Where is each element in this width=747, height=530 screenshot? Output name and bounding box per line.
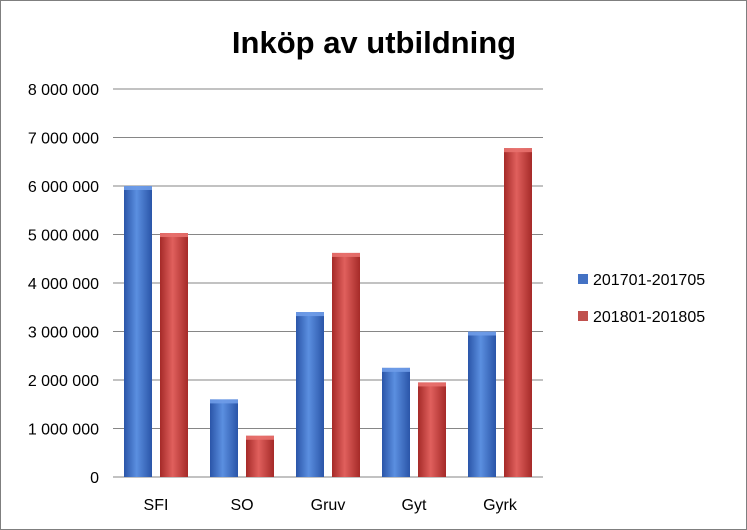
x-axis-ticks: SFI SO Gruv Gyt Gyrk (144, 497, 518, 514)
bar-gruv-series-2 (332, 252, 360, 477)
y-tick-label: 8 000 000 (28, 82, 99, 99)
bar-top-highlight (296, 312, 324, 317)
bar-gruv-series-1 (296, 312, 324, 477)
bar-top-highlight (124, 186, 152, 190)
y-tick-label: 6 000 000 (28, 179, 99, 196)
bar-sfi-series-2 (160, 233, 188, 477)
bar-top-highlight (418, 382, 446, 387)
y-tick-label: 2 000 000 (28, 373, 99, 390)
y-axis-ticks: 0 1 000 000 2 000 000 3 000 000 4 000 000 5 0… (28, 82, 99, 487)
bar-so-series-2 (246, 435, 274, 477)
bar-gyrk-series-2 (504, 148, 532, 478)
legend-label-series-1: 201701-201705 (593, 272, 705, 289)
bar-gyrk-series-1 (468, 331, 496, 477)
bar-sfi-series-1 (124, 186, 152, 477)
bar-top-highlight (210, 399, 238, 404)
bar-top-highlight (160, 233, 188, 238)
bar-gyt-series-1 (382, 367, 410, 477)
bar-top-highlight (246, 435, 274, 440)
chart-title: Inköp av utbildning (232, 25, 516, 60)
bar-top-highlight (504, 148, 532, 153)
legend-swatch-series-2 (578, 311, 588, 321)
legend-label-series-2: 201801-201805 (593, 309, 705, 326)
bar-top-highlight (468, 331, 496, 336)
x-tick-label: Gyrk (483, 497, 518, 514)
x-tick-label: SO (230, 497, 253, 514)
bar-top-highlight (382, 367, 410, 372)
bar-so-series-1 (210, 399, 238, 477)
x-tick-label: Gruv (311, 497, 346, 514)
bar-top-highlight (332, 252, 360, 257)
legend-swatch-series-1 (578, 274, 588, 284)
bar-gyt-series-2 (418, 382, 446, 477)
y-tick-label: 4 000 000 (28, 276, 99, 293)
x-tick-label: SFI (144, 497, 169, 514)
y-tick-label: 7 000 000 (28, 131, 99, 148)
bars (124, 148, 532, 478)
y-tick-label: 1 000 000 (28, 422, 99, 439)
y-tick-label: 3 000 000 (28, 325, 99, 342)
legend: 201701-201705 201801-201805 (578, 272, 705, 326)
y-tick-label: 5 000 000 (28, 228, 99, 245)
x-tick-label: Gyt (402, 497, 427, 514)
y-tick-label: 0 (90, 470, 99, 487)
